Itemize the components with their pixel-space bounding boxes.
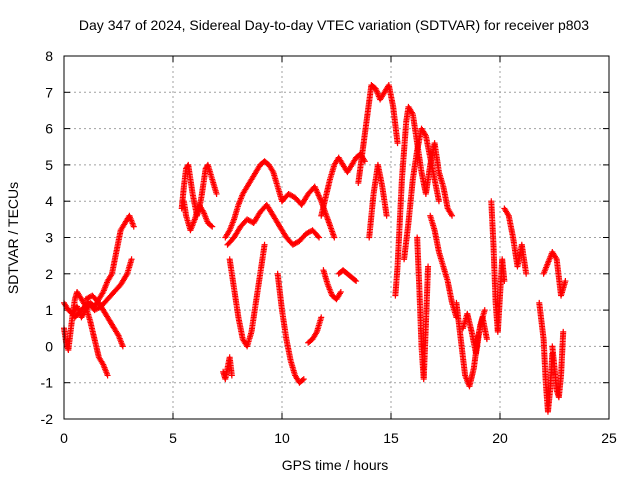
grid-lines xyxy=(64,56,609,419)
x-tick-label: 15 xyxy=(383,430,399,446)
data-point xyxy=(449,212,456,219)
y-tick-label: -1 xyxy=(41,375,54,391)
data-point xyxy=(483,336,490,343)
data-point xyxy=(128,256,135,263)
data-point xyxy=(300,376,307,383)
data-point xyxy=(560,328,567,335)
data-point xyxy=(123,272,130,279)
y-tick-label: 7 xyxy=(45,84,53,100)
data-point xyxy=(261,241,268,248)
data-point xyxy=(119,343,126,350)
data-point xyxy=(209,223,216,230)
data-point xyxy=(337,288,344,295)
data-point xyxy=(425,263,432,270)
x-tick-label: 5 xyxy=(169,430,177,446)
x-tick-label: 25 xyxy=(601,430,617,446)
y-tick-label: 6 xyxy=(45,121,53,137)
data-point xyxy=(352,277,359,284)
x-tick-label: 0 xyxy=(60,430,68,446)
data-point xyxy=(228,372,235,379)
data-point xyxy=(562,278,569,285)
data-point xyxy=(383,212,390,219)
data-point xyxy=(523,270,530,277)
data-points xyxy=(61,82,569,415)
data-point xyxy=(208,222,215,229)
data-point xyxy=(130,223,137,230)
data-point xyxy=(318,314,325,321)
y-tick-label: 0 xyxy=(45,338,53,354)
y-tick-label: -2 xyxy=(41,411,54,427)
data-point xyxy=(353,278,360,285)
y-tick-label: 5 xyxy=(45,157,53,173)
data-point xyxy=(314,233,321,240)
y-tick-label: 8 xyxy=(45,48,53,64)
data-point xyxy=(213,190,220,197)
plot-border xyxy=(63,55,610,420)
y-axis-ticks: -2 -1 0 1 2 3 4 5 6 7 8 xyxy=(41,48,609,427)
data-point xyxy=(394,140,401,147)
y-axis-label: SDTVAR / TECUs xyxy=(5,182,21,294)
y-tick-label: 3 xyxy=(45,230,53,246)
x-axis-label: GPS time / hours xyxy=(282,457,389,473)
data-point xyxy=(481,307,488,314)
x-tick-label: 10 xyxy=(274,430,290,446)
data-point xyxy=(299,376,306,383)
y-tick-label: 2 xyxy=(45,266,53,282)
data-point xyxy=(316,234,323,241)
data-point xyxy=(104,372,111,379)
chart-title: Day 347 of 2024, Sidereal Day-to-day VTE… xyxy=(79,17,589,33)
data-point xyxy=(435,198,442,205)
y-tick-label: 4 xyxy=(45,193,53,209)
y-tick-label: 1 xyxy=(45,302,53,318)
data-point xyxy=(331,234,338,241)
x-tick-label: 20 xyxy=(492,430,508,446)
data-point xyxy=(501,278,508,285)
